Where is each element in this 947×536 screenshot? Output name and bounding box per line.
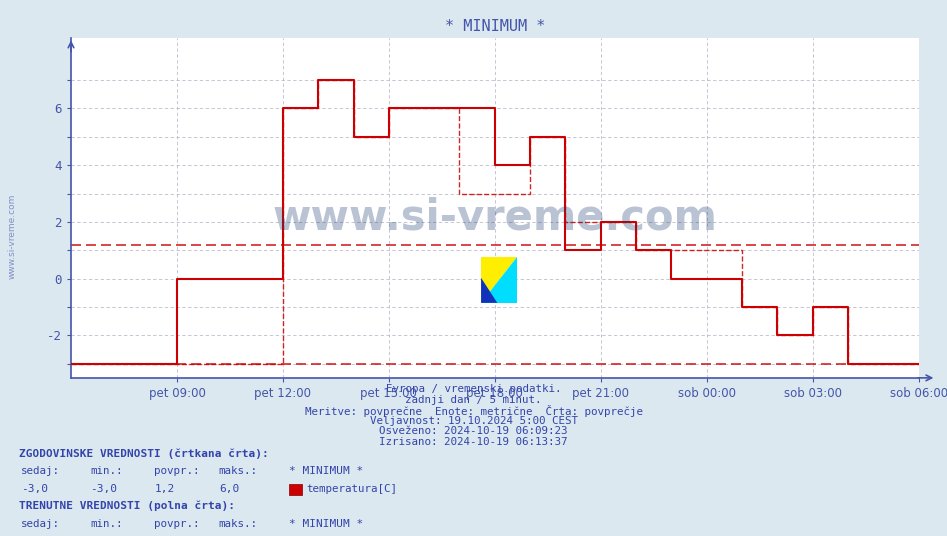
Text: ZGODOVINSKE VREDNOSTI (črtkana črta):: ZGODOVINSKE VREDNOSTI (črtkana črta): (19, 448, 269, 459)
Text: maks.:: maks.: (219, 466, 258, 477)
Text: zadnji dan / 5 minut.: zadnji dan / 5 minut. (405, 394, 542, 405)
Text: sedaj:: sedaj: (21, 466, 60, 477)
Text: Meritve: povprečne  Enote: metrične  Črta: povprečje: Meritve: povprečne Enote: metrične Črta:… (305, 405, 642, 417)
Text: 1,2: 1,2 (154, 483, 174, 494)
Text: -3,0: -3,0 (21, 483, 48, 494)
Text: Evropa / vremenski podatki.: Evropa / vremenski podatki. (385, 384, 562, 394)
Polygon shape (481, 257, 517, 303)
Text: temperatura[C]: temperatura[C] (306, 483, 397, 494)
Text: maks.:: maks.: (219, 519, 258, 529)
Text: -3,0: -3,0 (90, 483, 117, 494)
Text: www.si-vreme.com: www.si-vreme.com (8, 193, 17, 279)
Text: * MINIMUM *: * MINIMUM * (289, 519, 363, 529)
Text: 6,0: 6,0 (219, 483, 239, 494)
Text: * MINIMUM *: * MINIMUM * (289, 466, 363, 477)
Text: Osveženo: 2024-10-19 06:09:23: Osveženo: 2024-10-19 06:09:23 (379, 426, 568, 436)
Polygon shape (481, 278, 497, 303)
Text: sedaj:: sedaj: (21, 519, 60, 529)
Text: www.si-vreme.com: www.si-vreme.com (273, 197, 717, 239)
Text: Veljavnost: 19.10.2024 5:00 CEST: Veljavnost: 19.10.2024 5:00 CEST (369, 416, 578, 426)
Title: * MINIMUM *: * MINIMUM * (445, 19, 545, 34)
Text: min.:: min.: (90, 466, 122, 477)
Text: min.:: min.: (90, 519, 122, 529)
Text: Izrisano: 2024-10-19 06:13:37: Izrisano: 2024-10-19 06:13:37 (379, 436, 568, 446)
Polygon shape (481, 257, 517, 303)
Text: povpr.:: povpr.: (154, 519, 200, 529)
Text: TRENUTNE VREDNOSTI (polna črta):: TRENUTNE VREDNOSTI (polna črta): (19, 501, 235, 511)
Text: povpr.:: povpr.: (154, 466, 200, 477)
